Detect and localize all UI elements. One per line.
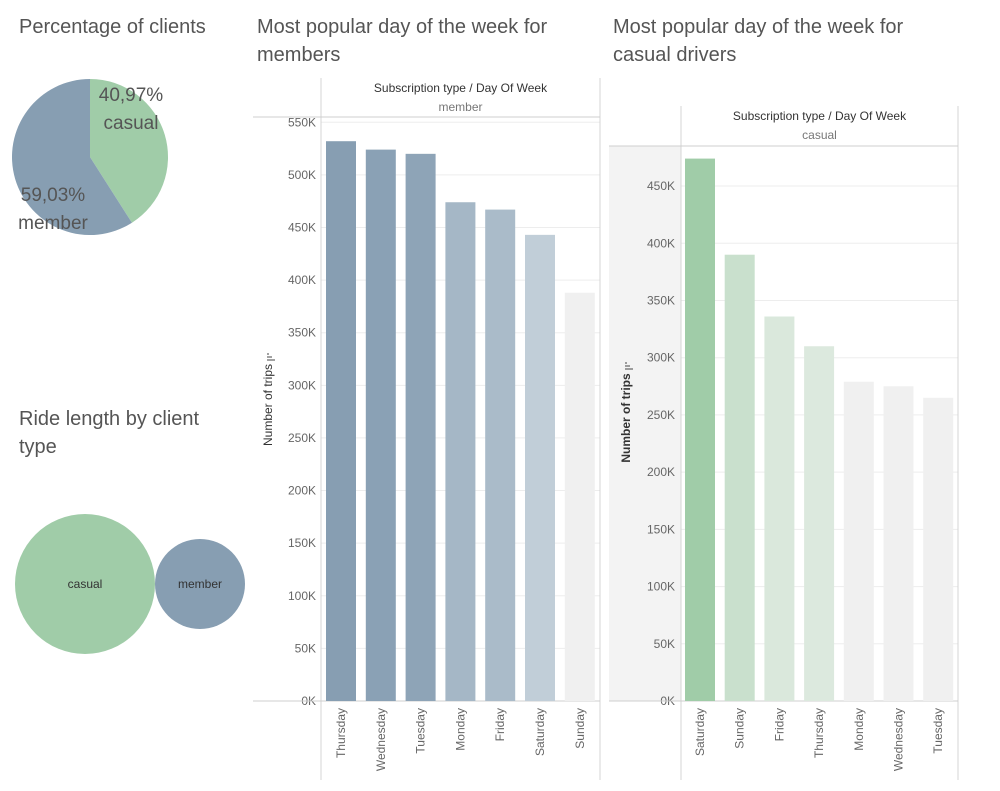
bubble-label-member: member (178, 577, 222, 591)
y-tick-label: 450K (647, 179, 675, 193)
bar-saturday[interactable] (525, 234, 555, 702)
y-axis-label: Number of trips (261, 364, 275, 446)
y-tick-label: 250K (647, 408, 675, 422)
pie-chart-title: Percentage of clients (19, 16, 206, 38)
bar-wednesday[interactable] (365, 149, 396, 702)
bar-saturday[interactable] (685, 158, 715, 701)
y-tick-label: 50K (295, 641, 316, 655)
x-tick-label-thursday: Thursday (334, 708, 348, 758)
x-tick-label-wednesday: Wednesday (892, 708, 906, 771)
bar-tuesday[interactable] (923, 397, 954, 701)
sort-icon[interactable] (267, 353, 275, 361)
bar-wednesday[interactable] (883, 386, 914, 701)
chart-subheader: member (438, 100, 482, 114)
pie-label-casual-name: casual (104, 113, 159, 134)
x-tick-label-monday: Monday (453, 708, 467, 751)
bar-thursday[interactable] (804, 346, 835, 701)
chart-subheader: casual (802, 128, 837, 142)
casual-chart-title: Most popular day of the week for casual … (613, 16, 904, 66)
bar-friday[interactable] (764, 316, 795, 701)
y-tick-label: 550K (288, 115, 316, 129)
y-tick-label: 50K (654, 637, 675, 651)
x-tick-label-friday: Friday (493, 708, 507, 741)
y-tick-label: 400K (647, 236, 675, 250)
x-tick-label-saturday: Saturday (533, 708, 547, 756)
x-tick-label-sunday: Sunday (733, 708, 747, 749)
chart-header: Subscription type / Day Of Week (374, 81, 548, 95)
y-tick-label: 200K (288, 484, 316, 498)
y-tick-label: 300K (647, 351, 675, 365)
bubble-casual (15, 514, 155, 654)
bar-tuesday[interactable] (405, 153, 436, 701)
y-tick-label: 250K (288, 431, 316, 445)
bubble-label-casual: casual (68, 577, 103, 591)
y-tick-label: 450K (288, 220, 316, 234)
bar-friday[interactable] (485, 209, 516, 701)
x-tick-label-sunday: Sunday (573, 708, 587, 749)
chart-header: Subscription type / Day Of Week (733, 109, 907, 123)
pie-label-member-pct: 59,03% (21, 185, 86, 206)
pie-slice-member (12, 79, 132, 235)
bar-thursday[interactable] (326, 141, 356, 702)
plot-background (609, 146, 681, 701)
y-tick-label: 500K (288, 168, 316, 182)
y-tick-label: 200K (647, 465, 675, 479)
bubble-chart-title: Ride length by client type (19, 408, 200, 458)
x-tick-label-wednesday: Wednesday (374, 708, 388, 771)
members-chart-title: Most popular day of the week for members (257, 16, 548, 66)
bar-monday[interactable] (843, 381, 874, 701)
pie-slice-casual (90, 79, 169, 223)
y-tick-label: 400K (288, 273, 316, 287)
y-tick-label: 350K (288, 326, 316, 340)
bar-monday[interactable] (445, 202, 476, 702)
x-tick-label-thursday: Thursday (812, 708, 826, 758)
y-tick-label: 100K (647, 580, 675, 594)
x-tick-label-friday: Friday (772, 708, 786, 741)
bar-sunday[interactable] (564, 292, 595, 701)
y-tick-label: 150K (647, 522, 675, 536)
bar-sunday[interactable] (724, 254, 755, 701)
x-tick-label-tuesday: Tuesday (931, 708, 945, 754)
bubble-member (155, 539, 245, 629)
y-tick-label: 350K (647, 293, 675, 307)
pie-label-casual-pct: 40,97% (99, 85, 164, 106)
x-tick-label-monday: Monday (852, 708, 866, 751)
y-axis-label: Number of trips (619, 373, 633, 463)
sort-icon[interactable] (625, 362, 633, 370)
y-tick-label: 100K (288, 589, 316, 603)
x-tick-label-saturday: Saturday (693, 708, 707, 756)
y-tick-label: 300K (288, 378, 316, 392)
pie-label-member-name: member (18, 213, 88, 234)
x-tick-label-tuesday: Tuesday (414, 708, 428, 754)
y-tick-label: 150K (288, 536, 316, 550)
